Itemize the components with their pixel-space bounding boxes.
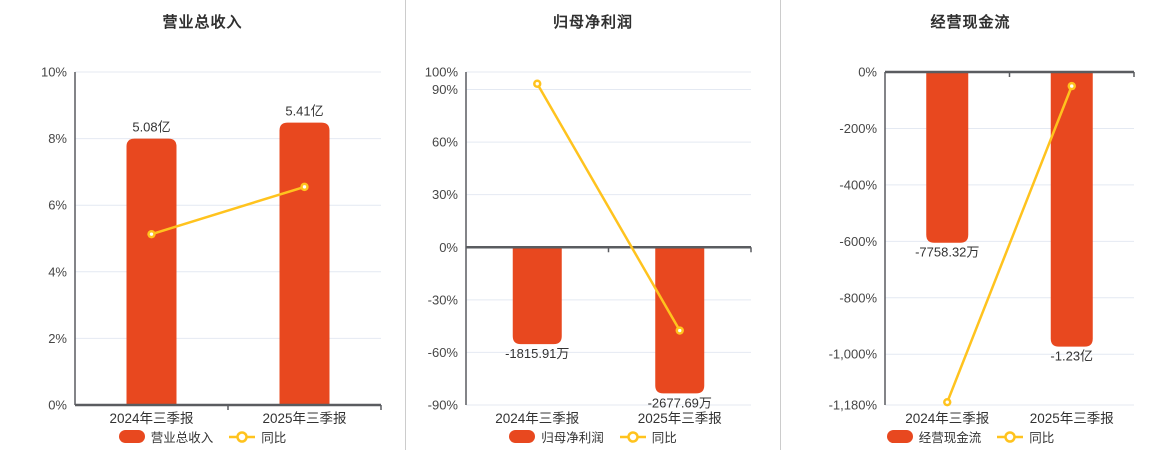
category-label: 2024年三季报 [109,411,193,426]
y-tick-label: 0% [439,240,458,255]
panel-total-revenue: 营业总收入 10% 8% 6% 4% 2% 0% 5.08亿 5.41亿 2024年三季报 202… [0,0,405,450]
y-tick-label: -90% [428,398,459,413]
y-tick-label: 8% [48,131,67,146]
category-label: 2025年三季报 [262,411,346,426]
revenue-chart-canvas: 10% 8% 6% 4% 2% 0% 5.08亿 5.41亿 2024年三季报 2025年三季报 [41,65,382,426]
y-tick-label: 0% [858,65,877,80]
y-tick-label: -60% [428,345,459,360]
bar-swatch-icon [886,430,913,443]
bar[interactable] [512,247,562,345]
legend-item-line[interactable]: 同比 [229,427,286,446]
trend-point-center [302,185,307,189]
y-tick-label: 0% [48,398,67,413]
legend-net-profit: 归母净利润 同比 [406,427,780,446]
category-label: 2024年三季报 [905,411,989,426]
bar-value-label: 5.08亿 [132,120,170,135]
trend-line [946,85,1073,403]
y-tick-label: 30% [432,187,458,202]
bar[interactable] [655,247,705,394]
legend-bar-label: 营业总收入 [150,431,214,445]
y-tick-label: -200% [839,121,877,136]
bar-value-label: 5.41亿 [285,104,323,119]
panel-net-profit: 归母净利润 100% 90% 60% 30% 0% -30% -60% -90% -1815.9… [405,0,780,450]
trend-line [536,83,681,332]
trend-point-center [149,232,154,236]
legend-item-line[interactable]: 同比 [997,427,1054,446]
y-tick-label: 60% [432,135,458,150]
y-tick-label: 10% [41,65,67,80]
panel-operating-cashflow: 经营现金流 0% -200% -400% -600% -800% -1,000% -1,18… [780,0,1160,450]
legend-line-label: 同比 [651,431,677,445]
y-tick-label: -1,180% [829,398,878,413]
legend-item-line[interactable]: 同比 [619,427,677,446]
legend-revenue: 营业总收入 同比 [0,427,405,446]
legend-line-label: 同比 [1029,431,1055,445]
legend-item-bar[interactable]: 归母净利润 [509,427,604,446]
cashflow-chart-canvas: 0% -200% -400% -600% -800% -1,000% -1,180% -775… [829,65,1135,426]
bar-value-label: -7758.32万 [915,245,979,260]
bar-value-label: -2677.69万 [648,395,712,410]
y-tick-label: -1,000% [829,347,878,362]
line-marker-icon [229,430,256,443]
y-tick-label: 100% [425,65,459,80]
trend-point-center [678,328,682,333]
y-tick-label: 90% [432,82,458,97]
y-tick-label: -600% [839,234,877,249]
bar[interactable] [926,72,969,243]
chart-title-cashflow: 经营现金流 [930,14,1011,31]
y-tick-label: 2% [48,331,67,346]
y-tick-label: -800% [839,290,877,305]
chart-title-net-profit: 归母净利润 [552,14,633,31]
legend-cashflow: 经营现金流 同比 [781,427,1160,446]
bar-swatch-icon [509,430,536,443]
legend-item-bar[interactable]: 经营现金流 [886,427,982,446]
legend-bar-label: 归母净利润 [541,431,604,445]
bar-value-label: -1815.91万 [505,346,569,361]
bar-swatch-icon [118,430,145,443]
trend-point-center [945,400,949,404]
legend-bar-label: 经营现金流 [918,431,982,445]
trend-point-center [1070,84,1074,88]
y-tick-label: -30% [428,292,459,307]
category-label: 2025年三季报 [1030,411,1114,426]
net-profit-chart-canvas: 100% 90% 60% 30% 0% -30% -60% -90% -1815.91万 -267… [425,65,752,426]
line-marker-icon [619,430,646,443]
category-label: 2025年三季报 [638,411,722,426]
legend-item-bar[interactable]: 营业总收入 [118,427,214,446]
bar[interactable] [279,122,330,405]
y-tick-label: 6% [48,198,67,213]
category-label: 2024年三季报 [495,411,579,426]
bar[interactable] [126,138,177,405]
trend-point-center [535,82,539,86]
bar-value-label: -1.23亿 [1050,349,1093,364]
bar[interactable] [1050,72,1093,347]
line-marker-icon [997,430,1024,443]
legend-line-label: 同比 [261,431,287,445]
y-tick-label: -400% [839,177,877,192]
chart-title-revenue: 营业总收入 [162,14,243,31]
trend-line [151,185,305,236]
y-tick-label: 4% [48,264,67,279]
